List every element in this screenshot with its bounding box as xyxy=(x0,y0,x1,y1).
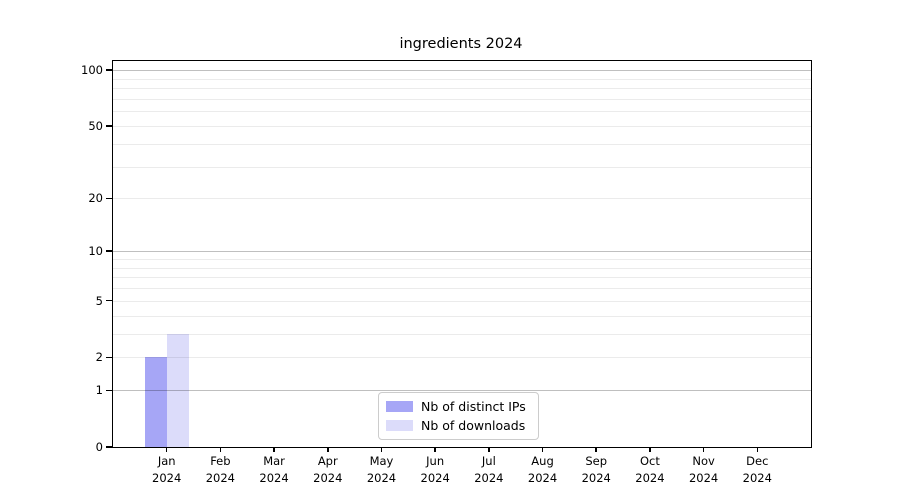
x-tick-label: Dec 2024 xyxy=(742,454,772,485)
gridline-minor xyxy=(113,88,811,90)
y-tick-mark xyxy=(105,389,112,392)
y-tick-mark xyxy=(105,299,112,302)
y-tick-mark xyxy=(105,125,112,127)
y-tick-label: 20 xyxy=(88,191,103,206)
y-tick-mark xyxy=(105,197,112,200)
x-tick-mark xyxy=(219,447,222,452)
y-tick-label: 100 xyxy=(81,63,103,78)
x-tick-label: Apr 2024 xyxy=(313,454,343,485)
x-tick-mark xyxy=(380,447,383,452)
gridline-minor xyxy=(113,357,811,359)
gridline-minor xyxy=(113,125,811,127)
y-tick-mark xyxy=(105,250,112,252)
y-tick-label: 5 xyxy=(95,293,103,308)
gridline-major xyxy=(113,70,811,72)
x-tick-mark xyxy=(165,447,168,452)
gridline-minor xyxy=(113,198,811,200)
x-tick-label: Jan 2024 xyxy=(152,454,182,485)
x-tick-label: Aug 2024 xyxy=(527,454,558,485)
y-tick-label: 50 xyxy=(88,118,103,133)
x-tick-mark xyxy=(434,447,436,452)
y-tick-label: 0 xyxy=(95,440,103,454)
x-tick-label: Feb 2024 xyxy=(205,454,236,485)
x-tick-mark xyxy=(273,447,275,452)
gridline-minor xyxy=(113,300,811,302)
legend-label: Nb of downloads xyxy=(421,418,526,433)
x-tick-label: Nov 2024 xyxy=(688,454,719,485)
legend-swatch-nb-of-distinct-ips xyxy=(386,401,413,412)
x-tick-label: Jul 2024 xyxy=(474,454,504,485)
x-tick-label: Sep 2024 xyxy=(581,454,611,485)
bar-nb-of-distinct-ips xyxy=(144,357,167,447)
legend-entry-nb-of-distinct-ips: Nb of distinct IPs xyxy=(386,399,526,414)
y-tick-label: 1 xyxy=(95,383,103,398)
gridline-minor xyxy=(113,111,811,113)
x-tick-mark xyxy=(649,447,651,452)
x-tick-label: May 2024 xyxy=(366,454,397,485)
y-tick-label: 2 xyxy=(95,350,103,365)
x-tick-label: Jun 2024 xyxy=(420,454,450,485)
x-tick-label: Oct 2024 xyxy=(635,454,665,485)
x-tick-label: Mar 2024 xyxy=(259,454,289,485)
x-tick-mark xyxy=(756,447,759,452)
x-tick-mark xyxy=(541,447,544,452)
gridline-minor xyxy=(113,143,811,145)
legend-swatch-nb-of-downloads xyxy=(386,420,413,431)
gridline-major xyxy=(113,251,811,253)
gridline-minor xyxy=(113,267,811,269)
gridline-minor xyxy=(113,98,811,100)
chart-title: ingredients 2024 xyxy=(399,36,523,52)
x-tick-mark xyxy=(702,447,705,452)
x-tick-mark xyxy=(488,447,490,452)
gridline-minor xyxy=(113,277,811,279)
y-tick-mark xyxy=(105,356,112,359)
x-tick-mark xyxy=(327,447,329,452)
x-tick-mark xyxy=(595,447,597,452)
y-tick-label: 10 xyxy=(88,244,103,259)
gridline-minor xyxy=(113,258,811,260)
gridline-minor xyxy=(113,166,811,168)
gridline-minor xyxy=(113,78,811,80)
bar-nb-of-downloads xyxy=(166,333,189,447)
y-tick-mark xyxy=(105,69,112,71)
plot-area: Nb of distinct IPs Nb of downloads 0 1 2 5 10… xyxy=(81,60,812,485)
legend: Nb of distinct IPs Nb of downloads xyxy=(378,392,539,440)
gridline-minor xyxy=(113,333,811,335)
gridline-minor xyxy=(113,315,811,317)
legend-label: Nb of distinct IPs xyxy=(421,399,526,414)
legend-entry-nb-of-downloads: Nb of downloads xyxy=(386,418,526,433)
y-tick-mark xyxy=(105,446,112,448)
gridline-minor xyxy=(113,288,811,290)
